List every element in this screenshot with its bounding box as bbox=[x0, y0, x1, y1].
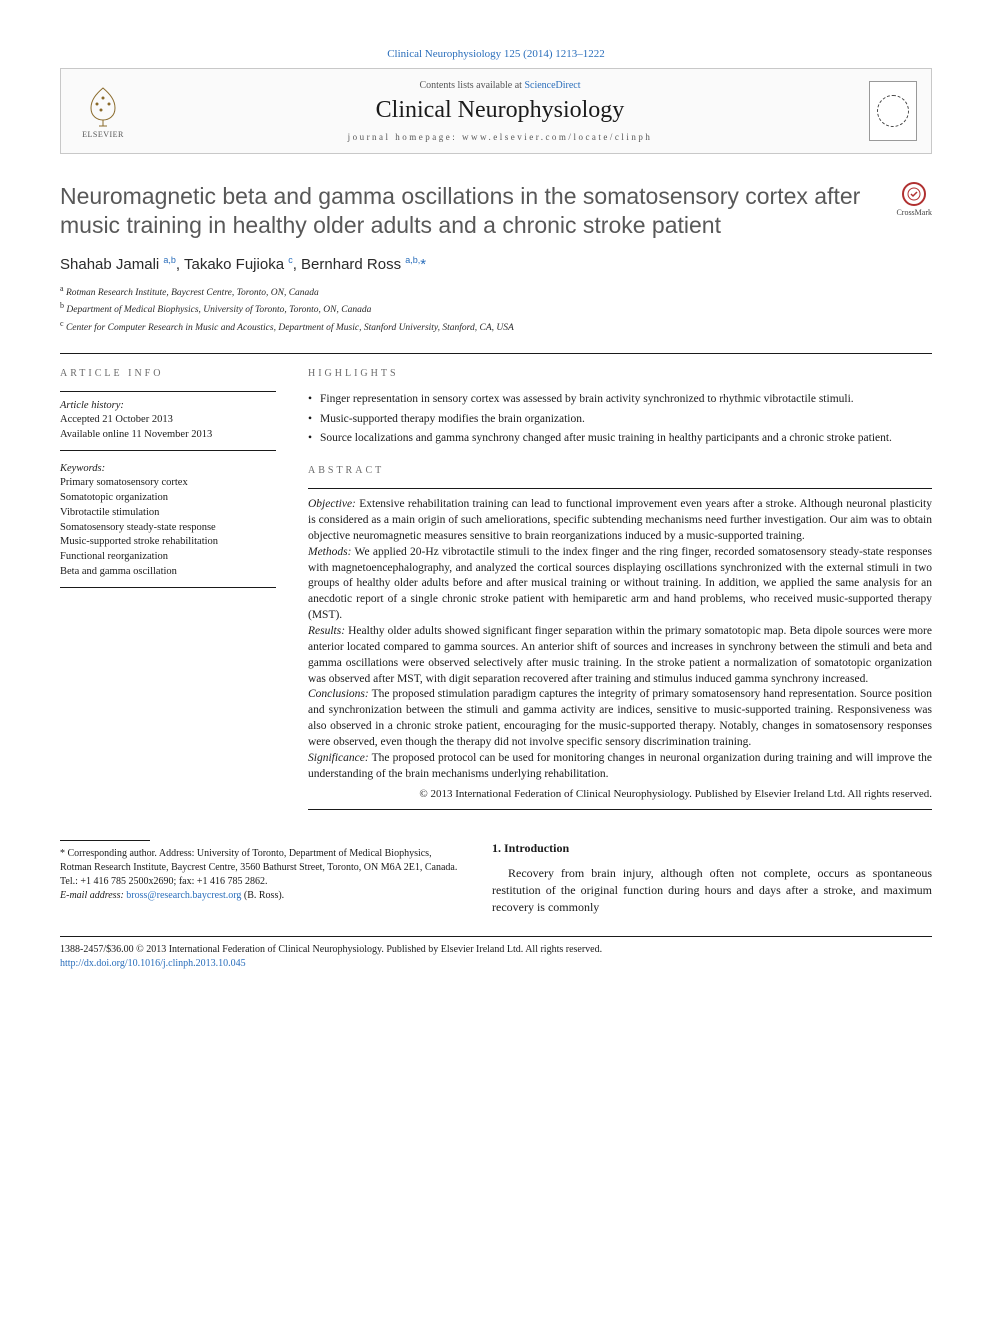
footer-doi-link[interactable]: http://dx.doi.org/10.1016/j.clinph.2013.… bbox=[60, 958, 246, 969]
contents-available: Contents lists available at ScienceDirec… bbox=[147, 80, 853, 91]
journal-cover-thumb bbox=[869, 81, 917, 141]
abstract-end-divider bbox=[308, 809, 932, 810]
affiliation: a Rotman Research Institute, Baycrest Ce… bbox=[60, 283, 932, 300]
elsevier-tree-icon bbox=[81, 84, 125, 128]
online-date: Available online 11 November 2013 bbox=[60, 428, 276, 443]
citation-line: Clinical Neurophysiology 125 (2014) 1213… bbox=[60, 48, 932, 60]
sciencedirect-link[interactable]: ScienceDirect bbox=[524, 80, 580, 91]
crossmark-icon bbox=[907, 187, 921, 201]
keyword: Beta and gamma oscillation bbox=[60, 565, 276, 580]
info-divider bbox=[60, 391, 276, 392]
keyword: Vibrotactile stimulation bbox=[60, 506, 276, 521]
journal-name: Clinical Neurophysiology bbox=[147, 97, 853, 124]
page-footer: 1388-2457/$36.00 © 2013 International Fe… bbox=[60, 936, 932, 971]
journal-header: ELSEVIER Contents lists available at Sci… bbox=[60, 68, 932, 154]
keyword: Somatosensory steady-state response bbox=[60, 521, 276, 536]
section-divider bbox=[60, 353, 932, 354]
conclusions-text: The proposed stimulation paradigm captur… bbox=[308, 688, 932, 748]
info-divider bbox=[60, 450, 276, 451]
highlight-item: Music-supported therapy modifies the bra… bbox=[308, 411, 932, 428]
affiliation: b Department of Medical Biophysics, Univ… bbox=[60, 300, 932, 317]
keyword: Primary somatosensory cortex bbox=[60, 476, 276, 491]
crossmark-label: CrossMark bbox=[896, 208, 932, 217]
corresponding-author-footnote: * Corresponding author. Address: Univers… bbox=[60, 840, 460, 915]
abstract-head: ABSTRACT bbox=[308, 465, 932, 476]
history-label: Article history: bbox=[60, 400, 276, 411]
highlights-list: Finger representation in sensory cortex … bbox=[308, 391, 932, 447]
highlights-head: HIGHLIGHTS bbox=[308, 368, 932, 379]
highlight-item: Source localizations and gamma synchrony… bbox=[308, 430, 932, 447]
methods-text: We applied 20-Hz vibrotactile stimuli to… bbox=[308, 546, 932, 621]
corresponding-text: Corresponding author. Address: Universit… bbox=[60, 848, 457, 887]
significance-text: The proposed protocol can be used for mo… bbox=[308, 752, 932, 780]
corresponding-email-link[interactable]: bross@research.baycrest.org bbox=[126, 890, 241, 901]
objective-text: Extensive rehabilitation training can le… bbox=[308, 498, 932, 542]
article-info-head: ARTICLE INFO bbox=[60, 368, 276, 379]
methods-label: Methods: bbox=[308, 546, 351, 558]
accepted-date: Accepted 21 October 2013 bbox=[60, 413, 276, 428]
email-label: E-mail address: bbox=[60, 890, 124, 901]
affiliations: a Rotman Research Institute, Baycrest Ce… bbox=[60, 283, 932, 335]
intro-paragraph: Recovery from brain injury, although oft… bbox=[492, 865, 932, 915]
authors: Shahab Jamali a,b, Takako Fujioka c, Ber… bbox=[60, 255, 932, 273]
keywords-label: Keywords: bbox=[60, 463, 276, 474]
elsevier-logo: ELSEVIER bbox=[75, 79, 131, 143]
abstract-divider bbox=[308, 488, 932, 489]
email-suffix: (B. Ross). bbox=[241, 890, 284, 901]
highlight-item: Finger representation in sensory cortex … bbox=[308, 391, 932, 408]
affiliation: c Center for Computer Research in Music … bbox=[60, 318, 932, 335]
significance-label: Significance: bbox=[308, 752, 369, 764]
abstract-copyright: © 2013 International Federation of Clini… bbox=[308, 787, 932, 802]
crossmark-badge[interactable]: CrossMark bbox=[896, 182, 932, 217]
intro-heading: 1. Introduction bbox=[492, 840, 932, 857]
contents-prefix: Contents lists available at bbox=[419, 80, 524, 91]
article-title: Neuromagnetic beta and gamma oscillation… bbox=[60, 182, 876, 241]
results-label: Results: bbox=[308, 625, 345, 637]
keyword: Somatotopic organization bbox=[60, 491, 276, 506]
objective-label: Objective: bbox=[308, 498, 356, 510]
introduction-column: 1. Introduction Recovery from brain inju… bbox=[492, 840, 932, 915]
footnote-divider bbox=[60, 840, 150, 841]
keyword: Music-supported stroke rehabilitation bbox=[60, 535, 276, 550]
article-info-column: ARTICLE INFO Article history: Accepted 2… bbox=[60, 368, 276, 818]
results-text: Healthy older adults showed significant … bbox=[308, 625, 932, 685]
conclusions-label: Conclusions: bbox=[308, 688, 369, 700]
elsevier-label: ELSEVIER bbox=[82, 130, 124, 139]
journal-homepage: journal homepage: www.elsevier.com/locat… bbox=[147, 132, 853, 142]
footer-issn: 1388-2457/$36.00 © 2013 International Fe… bbox=[60, 943, 932, 957]
info-divider bbox=[60, 587, 276, 588]
keyword: Functional reorganization bbox=[60, 550, 276, 565]
abstract-body: Objective: Extensive rehabilitation trai… bbox=[308, 497, 932, 801]
